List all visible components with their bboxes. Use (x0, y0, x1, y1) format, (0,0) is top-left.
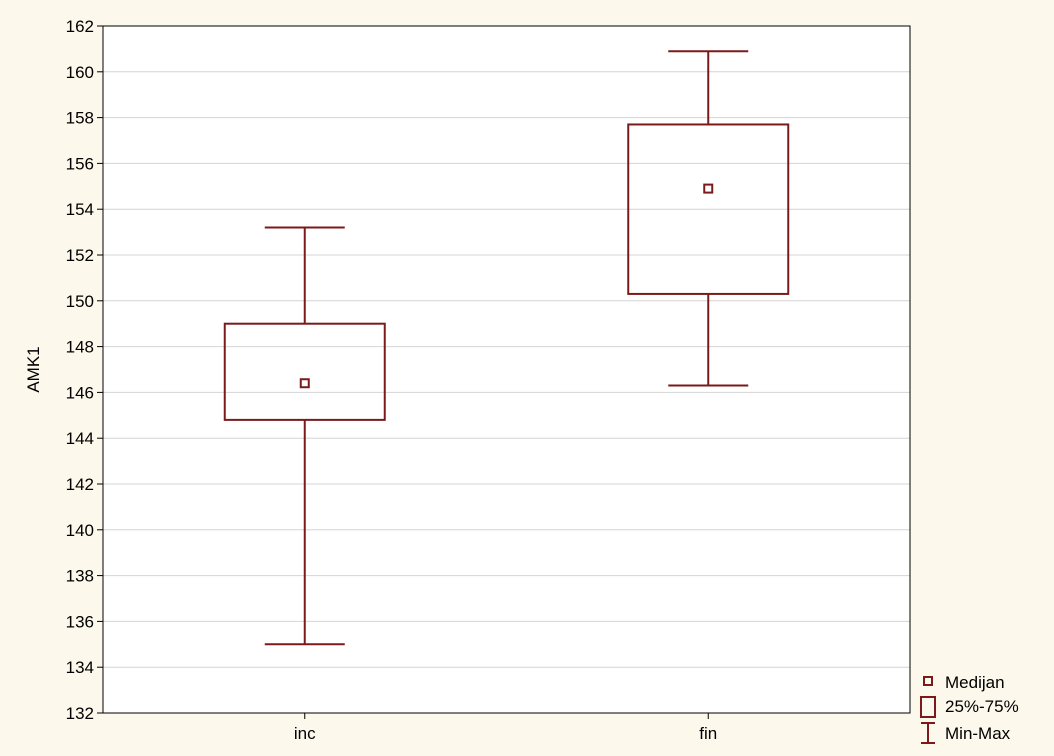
median-marker (299, 378, 310, 389)
y-tick-label: 146 (66, 383, 94, 402)
plot-frame (102, 25, 911, 714)
box-inc (223, 226, 386, 646)
legend-whisker-label: Min-Max (945, 724, 1011, 743)
y-tick-label: 136 (66, 612, 94, 631)
y-tick-label: 148 (66, 338, 94, 357)
x-tick-label: fin (699, 724, 717, 743)
plot-area (103, 26, 910, 713)
iqr-box (223, 322, 386, 421)
y-tick-label: 150 (66, 292, 94, 311)
y-tick-label: 144 (66, 429, 94, 448)
boxes (223, 50, 790, 646)
legend: Medijan 25%-75% Min-Max (920, 673, 1019, 744)
y-tick-label: 160 (66, 63, 94, 82)
y-tick-label: 132 (66, 704, 94, 723)
median-marker (703, 183, 714, 194)
y-tick-label: 142 (66, 475, 94, 494)
y-tick-label: 154 (66, 200, 94, 219)
legend-box-label: 25%-75% (945, 697, 1019, 716)
y-tick-label: 158 (66, 109, 94, 128)
y-tick-label: 162 (66, 17, 94, 36)
y-tick-label: 138 (66, 567, 94, 586)
y-axis-title: AMK1 (24, 346, 43, 392)
box-fin (627, 50, 790, 387)
legend-median-label: Medijan (945, 673, 1005, 692)
y-tick-label: 140 (66, 521, 94, 540)
x-tick-label: inc (294, 724, 316, 743)
grid-lines (103, 71, 910, 668)
legend-box-icon (920, 696, 936, 718)
iqr-box (627, 123, 790, 295)
y-tick-label: 134 (66, 658, 94, 677)
y-tick-label: 156 (66, 154, 94, 173)
y-axis: 132 134 136 138 140 142 144 146 148 150 152 154 156 1… (66, 17, 103, 723)
x-axis: inc fin (294, 713, 717, 743)
y-tick-label: 152 (66, 246, 94, 265)
legend-median-icon (923, 676, 933, 686)
